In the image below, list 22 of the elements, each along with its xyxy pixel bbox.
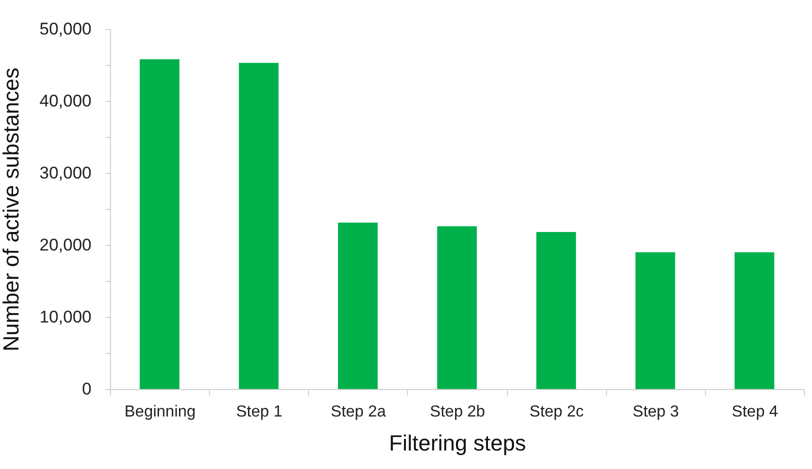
bar — [734, 252, 774, 389]
x-axis-title: Filtering steps — [389, 430, 526, 456]
x-tick-label: Step 2a — [330, 404, 386, 420]
bar — [635, 252, 676, 389]
x-tick-label: Step 2b — [430, 404, 486, 420]
y-tick-label: 10,000 — [40, 308, 92, 326]
bar — [338, 222, 378, 389]
x-tick-label: Step 2c — [530, 404, 584, 420]
y-tick-label: 30,000 — [40, 164, 92, 182]
x-tick-label: Step 3 — [632, 404, 680, 420]
x-tick-label: Beginning — [124, 404, 196, 420]
bar — [437, 226, 477, 389]
y-tick-label: 40,000 — [40, 92, 92, 110]
bar — [536, 232, 576, 389]
bar — [238, 62, 279, 389]
x-tick-label: Step 1 — [236, 404, 282, 420]
x-tick-label: Step 4 — [732, 404, 778, 420]
y-tick-label: 20,000 — [40, 236, 92, 254]
bar — [140, 59, 180, 389]
y-tick-label: 50,000 — [40, 20, 92, 38]
y-tick-label: 0 — [82, 380, 92, 398]
y-axis-title: Number of active substances — [0, 68, 24, 352]
